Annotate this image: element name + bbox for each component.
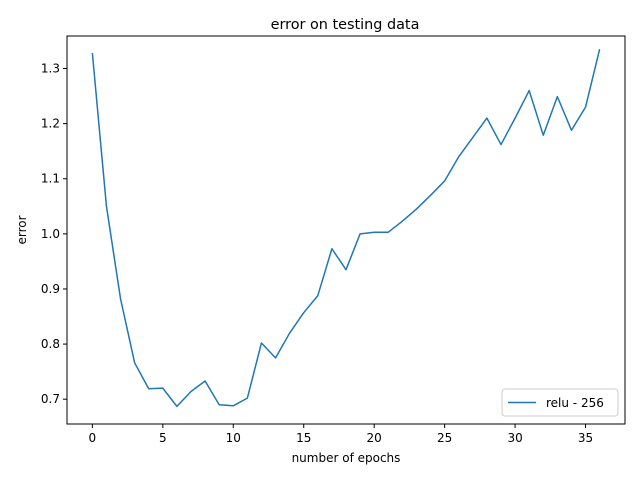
y-axis-label: error <box>15 215 29 244</box>
y-tick-label: 1.1 <box>41 172 60 186</box>
x-axis-label: number of epochs <box>292 451 401 465</box>
y-tick-label: 0.7 <box>41 392 60 406</box>
x-tick-label: 35 <box>578 431 593 445</box>
x-tick-label: 15 <box>296 431 311 445</box>
y-tick-label: 0.8 <box>41 337 60 351</box>
y-tick-label: 0.9 <box>41 282 60 296</box>
x-tick-label: 10 <box>226 431 241 445</box>
chart-title: error on testing data <box>271 17 420 33</box>
x-tick-label: 5 <box>159 431 167 445</box>
axes-frame <box>66 35 626 425</box>
x-tick-label: 20 <box>367 431 382 445</box>
series-line <box>91 49 601 408</box>
x-tick-label: 0 <box>89 431 97 445</box>
y-tick-label: 1.0 <box>41 227 60 241</box>
legend: relu - 256 <box>501 388 619 417</box>
x-tick-label: 30 <box>507 431 522 445</box>
y-tick-label: 1.3 <box>41 62 60 76</box>
plot-area: 0 5 10 15 20 25 30 35 0.7 0.8 0.9 1.0 1.1 1.2 1.3 <box>41 49 601 445</box>
y-tick-label: 1.2 <box>41 117 60 131</box>
legend-label: relu - 256 <box>546 396 604 410</box>
x-tick-label: 25 <box>437 431 452 445</box>
legend-box <box>501 388 619 417</box>
